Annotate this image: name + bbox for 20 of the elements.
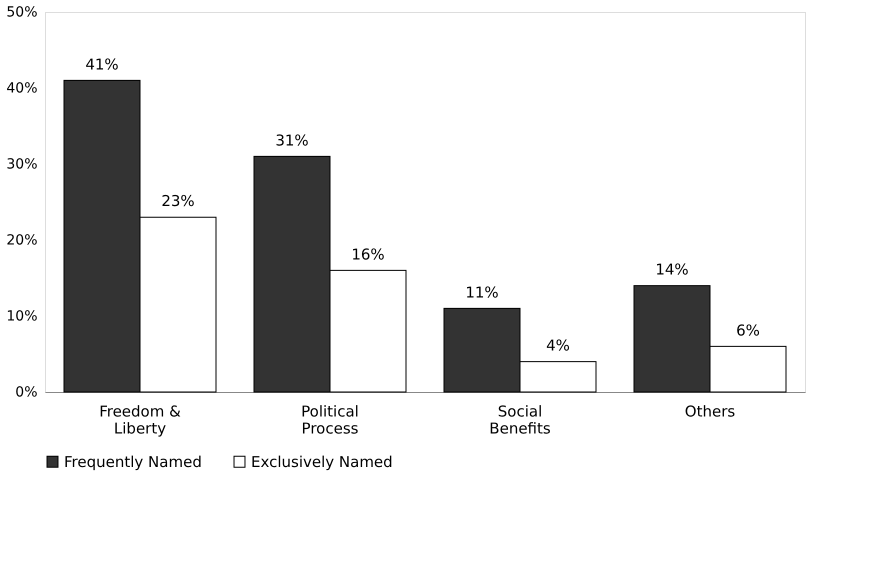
data-label: 31%	[275, 131, 309, 150]
x-tick-label: Social Benefits	[489, 402, 551, 438]
data-label: 41%	[85, 55, 119, 74]
y-tick-label: 20%	[6, 232, 38, 248]
y-tick-label: 50%	[6, 4, 38, 20]
data-label: 23%	[161, 192, 195, 210]
data-label: 14%	[655, 260, 689, 279]
data-label: 16%	[351, 245, 385, 264]
y-tick-label: 30%	[6, 156, 38, 172]
data-label: 6%	[736, 321, 760, 340]
data-label: 11%	[465, 283, 499, 302]
x-tick-label: Political Process	[301, 402, 359, 438]
y-tick-label: 40%	[6, 80, 38, 96]
y-tick-label: 0%	[15, 384, 38, 400]
legend-label: Exclusively Named	[251, 452, 393, 471]
legend-label: Frequently Named	[64, 452, 202, 471]
x-tick-label: Freedom & Liberty	[99, 402, 182, 438]
y-tick-label: 10%	[6, 308, 38, 324]
data-label: 4%	[546, 336, 570, 355]
x-tick-label: Others	[684, 402, 736, 420]
